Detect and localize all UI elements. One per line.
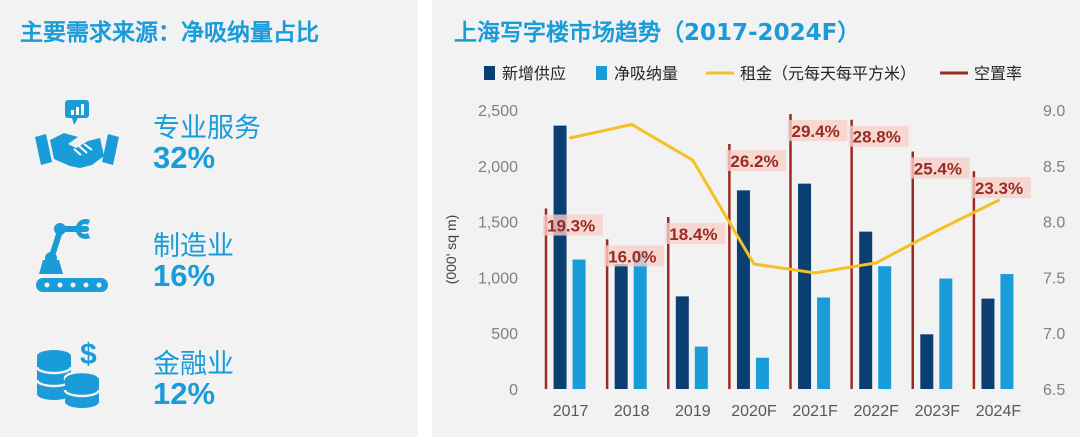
demand-source-panel: 主要需求来源：净吸纳量占比 专业服务 32%: [0, 0, 418, 437]
supply-bar: [981, 298, 995, 389]
absorption-bar: [755, 357, 769, 389]
legend-label: 空置率: [974, 65, 1022, 83]
y2-tick-label: 7.0: [1043, 326, 1065, 343]
vacancy-label-bg: [604, 245, 665, 267]
coins-dollar-icon: $: [30, 334, 120, 424]
x-tick-label: 2020F: [731, 403, 777, 420]
rent-line: [570, 123, 1000, 275]
x-tick-label: 2021F: [792, 403, 838, 420]
absorption-bar: [572, 259, 586, 389]
y2-tick-label: 8.0: [1043, 215, 1065, 232]
vacancy-label: 25.4%: [914, 160, 962, 179]
vacancy-label: 26.2%: [730, 152, 778, 171]
y-axis-label: (000' sq m): [443, 215, 459, 285]
absorption-bar: [1000, 274, 1014, 389]
supply-bar: [614, 264, 628, 389]
rent-point: [996, 198, 1000, 202]
demand-share: 16%: [153, 258, 216, 293]
x-tick-label: 2023F: [915, 403, 961, 420]
vacancy-label-bg: [970, 177, 1031, 199]
rent-point: [752, 262, 756, 266]
y-tick-label: 2,500: [478, 103, 518, 120]
vacancy-label: 18.4%: [669, 225, 717, 244]
legend-label: 新增供应: [502, 64, 566, 83]
vacancy-label-bg: [543, 214, 603, 236]
absorption-bar: [694, 346, 708, 389]
y-tick-label: 2,000: [478, 159, 518, 176]
supply-bar: [798, 183, 812, 389]
market-trend-chart: 0 500 1,000 1,500 2,000 2,500 6.5 7.0 7.5 8.0 8.5 9…: [443, 64, 1065, 420]
vacancy-label-bg: [787, 120, 848, 142]
vacancy-label-bg: [848, 125, 909, 147]
supply-bar: [736, 190, 750, 389]
vacancy-label: 29.4%: [792, 122, 840, 141]
rent-point: [691, 158, 695, 162]
demand-item-manufacturing: 制造业 16%: [0, 216, 418, 326]
demand-share: 32%: [153, 140, 216, 175]
x-tick-label: 2022F: [854, 403, 900, 420]
robot-arm-conveyor-icon: [30, 216, 120, 306]
absorption-bar: [939, 278, 953, 389]
supply-bar: [859, 231, 873, 389]
legend-swatch-absorption: [596, 66, 607, 80]
demand-label: 专业服务: [153, 113, 261, 144]
rent-point: [935, 229, 939, 233]
absorption-bar: [817, 297, 831, 389]
x-tick-label: 2018: [614, 403, 650, 420]
y2-tick-label: 8.5: [1043, 159, 1065, 176]
demand-panel-title: 主要需求来源：净吸纳量占比: [20, 20, 319, 46]
vacancy-label: 23.3%: [975, 179, 1023, 198]
vacancy-label: 16.0%: [608, 247, 656, 266]
demand-item-professional-services: 专业服务 32%: [0, 98, 418, 208]
vacancy-label: 19.3%: [547, 217, 595, 236]
absorption-bar: [878, 266, 892, 389]
demand-item-finance: $ 金融业 12%: [0, 334, 418, 444]
supply-bar: [675, 296, 689, 389]
vacancy-label-bg: [909, 157, 970, 179]
absorption-bar: [633, 250, 647, 389]
y2-tick-label: 9.0: [1043, 103, 1065, 120]
y-tick-label: 1,500: [478, 215, 518, 232]
y-tick-label: 1,000: [478, 270, 518, 287]
demand-label: 制造业: [153, 231, 234, 262]
legend-label: 租金（元每天每平方米）: [740, 65, 916, 83]
legend-swatch-supply: [484, 66, 495, 80]
rent-point: [813, 271, 817, 275]
y2-tick-label: 7.5: [1043, 270, 1065, 287]
svg-text:$: $: [80, 338, 97, 371]
rent-point: [630, 123, 634, 127]
demand-share: 12%: [153, 376, 216, 411]
supply-bar: [553, 125, 567, 390]
vacancy-label: 28.8%: [853, 128, 901, 147]
x-tick-label: 2017: [553, 403, 589, 420]
y-tick-label: 0: [509, 382, 518, 399]
demand-label: 金融业: [153, 349, 234, 380]
chart-title: 上海写字楼市场趋势（2017-2024F）: [454, 20, 861, 46]
market-trend-panel: 上海写字楼市场趋势（2017-2024F） 0 500 1,000 1,500 2,00…: [432, 0, 1080, 437]
supply-bar: [920, 334, 934, 389]
vacancy-label-bg: [665, 222, 726, 244]
x-tick-label: 2024F: [976, 403, 1022, 420]
rent-point: [874, 261, 878, 265]
vacancy-label-bg: [726, 150, 787, 172]
x-tick-label: 2019: [675, 403, 711, 420]
handshake-chat-icon: [30, 98, 120, 188]
rent-point: [569, 136, 573, 140]
y-tick-label: 500: [491, 326, 518, 343]
y2-tick-label: 6.5: [1043, 382, 1065, 399]
legend-label: 净吸纳量: [614, 65, 678, 83]
